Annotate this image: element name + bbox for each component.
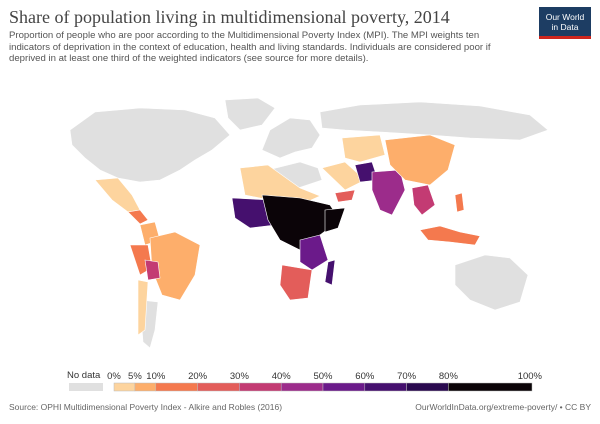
legend-tick-labels: 0% 5% 10% 20% 30% 40% 50% 60% 70% 80% 100% — [107, 371, 542, 382]
map-region-greenland[interactable] — [224, 98, 276, 131]
legend-bin[interactable] — [155, 382, 198, 392]
legend-tick-label: 5% — [128, 371, 142, 382]
legend-bin[interactable] — [364, 382, 407, 392]
owid-logo[interactable]: Our World in Data — [539, 7, 591, 39]
map-region-yemen[interactable] — [334, 189, 356, 203]
map-region-southern-africa[interactable] — [279, 264, 313, 301]
legend-bin[interactable] — [406, 382, 449, 392]
legend-bin[interactable] — [448, 382, 533, 392]
legend-bin[interactable] — [113, 382, 136, 392]
logo-line-1: Our World — [545, 12, 585, 22]
legend-tick-label: 70% — [397, 371, 417, 382]
map-region-mexico[interactable] — [94, 177, 141, 213]
legend-tick-label: 20% — [188, 371, 208, 382]
legend-tick-label: 80% — [439, 371, 459, 382]
credit-link[interactable]: OurWorldInData.org/extreme-poverty/ • CC… — [415, 402, 591, 412]
legend-tick-label: 50% — [313, 371, 333, 382]
legend-tick-label: 60% — [355, 371, 375, 382]
legend-tick-label: 30% — [230, 371, 250, 382]
legend-tick-label: 100% — [518, 371, 543, 382]
logo-accent-bar — [539, 36, 591, 39]
color-legend: 0% 5% 10% 20% 30% 40% 50% 60% 70% 80% 100% — [107, 371, 543, 392]
map-region-australia[interactable] — [454, 254, 529, 311]
legend-bin[interactable] — [197, 382, 240, 392]
map-region-europe[interactable] — [261, 117, 321, 159]
map-region-madagascar[interactable] — [324, 259, 336, 286]
world-map — [69, 98, 549, 349]
legend-bin[interactable] — [322, 382, 366, 392]
legend-bin[interactable] — [239, 382, 282, 392]
legend-tick-label: 40% — [272, 371, 292, 382]
map-region-indonesia[interactable] — [419, 225, 481, 246]
chart-title: Share of population living in multidimen… — [9, 7, 450, 27]
legend-bin[interactable] — [280, 382, 324, 392]
map-region-east-africa[interactable] — [299, 234, 329, 271]
map-region-bolivia[interactable] — [144, 259, 161, 281]
map-region-central-america[interactable] — [127, 209, 149, 225]
legend-bin[interactable] — [134, 382, 157, 392]
map-region-russia[interactable] — [319, 101, 549, 141]
map-region-horn-of-africa[interactable] — [324, 207, 346, 233]
legend-tick-label: 10% — [146, 371, 166, 382]
logo-line-2: in Data — [551, 22, 579, 32]
map-region-china[interactable] — [384, 134, 456, 186]
map-region-central-asia[interactable] — [341, 134, 386, 163]
legend-bins — [113, 382, 533, 392]
legend-no-data-swatch[interactable] — [69, 383, 103, 391]
source-note[interactable]: Source: OPHI Multidimensional Poverty In… — [9, 402, 283, 412]
map-region-north-america[interactable] — [69, 107, 231, 183]
map-region-southeast-asia[interactable] — [411, 184, 436, 216]
map-region-chile[interactable] — [137, 279, 149, 336]
legend-no-data-label: No data — [67, 370, 101, 381]
legend-tick-label: 0% — [107, 371, 121, 382]
chart-subtitle: Proportion of people who are poor accord… — [9, 30, 491, 65]
map-region-india[interactable] — [371, 169, 406, 216]
map-region-philippines[interactable] — [454, 192, 465, 213]
